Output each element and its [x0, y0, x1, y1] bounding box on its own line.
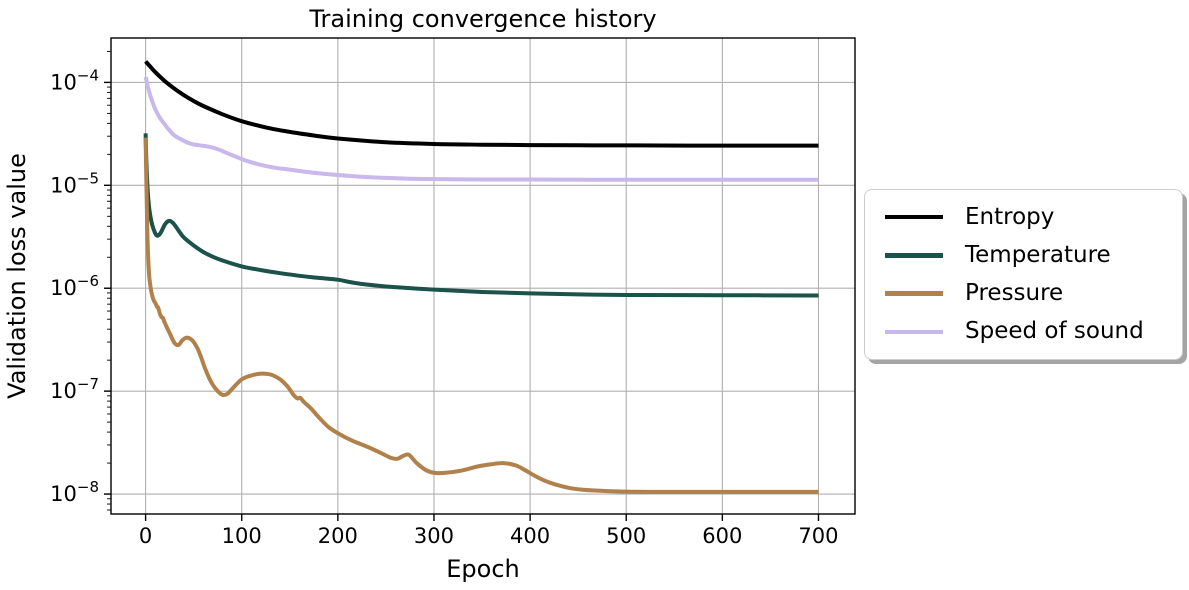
y-tick-label: 10−7 [50, 375, 99, 403]
x-axis-label: Epoch [446, 555, 520, 583]
y-tick-label: 10−8 [50, 478, 99, 506]
x-tick-label: 500 [606, 524, 646, 548]
legend-label: Pressure [965, 280, 1064, 307]
y-tick-label: 10−4 [50, 66, 99, 94]
legend-item-entropy: Entropy [885, 198, 1162, 236]
legend-label: Speed of sound [965, 318, 1144, 345]
legend-swatch [885, 329, 943, 335]
x-tick-label: 400 [510, 524, 550, 548]
plot-box [110, 37, 856, 515]
series-line-speed-of-sound [143, 76, 819, 182]
chart-title: Training convergence history [308, 5, 656, 33]
series-line-temperature [143, 133, 819, 298]
tick-labels: 0 100 200 300 400 500 600 700 10−4 10−5 10−6 10−7 10… [50, 66, 838, 548]
legend-swatch [885, 214, 943, 220]
legend-item-speed-of-sound: Speed of sound [885, 313, 1162, 351]
legend-label: Temperature [965, 241, 1111, 268]
legend-label: Entropy [965, 203, 1055, 230]
x-tick-label: 0 [139, 524, 152, 548]
legend-item-temperature: Temperature [885, 236, 1162, 274]
y-axis-label: Validation loss value [3, 153, 31, 399]
legend-swatch [885, 291, 943, 296]
series-lines [143, 60, 819, 494]
y-tick-label: 10−6 [50, 272, 99, 300]
series-line-entropy [144, 60, 819, 148]
legend-item-pressure: Pressure [885, 275, 1162, 313]
x-tick-label: 600 [702, 524, 742, 548]
legend: Entropy Temperature Pressure Speed of sound [864, 189, 1183, 360]
series-line-pressure [143, 137, 819, 494]
x-tick-label: 200 [318, 524, 358, 548]
y-tick-label: 10−5 [50, 169, 99, 197]
x-tick-label: 300 [414, 524, 454, 548]
legend-swatch [885, 253, 943, 258]
x-tick-label: 700 [798, 524, 838, 548]
grid-lines [111, 38, 855, 514]
axes [104, 37, 856, 521]
x-tick-label: 100 [222, 524, 262, 548]
